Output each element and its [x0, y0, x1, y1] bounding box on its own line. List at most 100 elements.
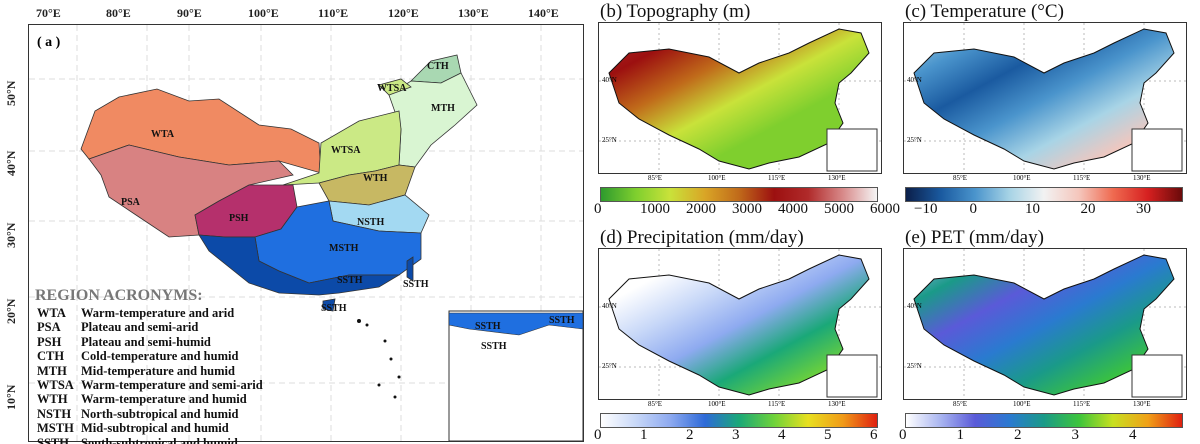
lon-tick-label: 115°E	[768, 174, 786, 182]
legend-item: WTA Warm-temperature and arid	[37, 306, 263, 320]
legend-desc: Warm-temperature and humid	[81, 392, 247, 407]
legend-item: WTH Warm-temperature and humid	[37, 392, 263, 406]
lat-tick-label: 25°N	[602, 362, 617, 370]
colorbar-tick-label: 30	[1136, 201, 1151, 217]
colorbar-segment	[975, 188, 1010, 201]
lon-tick-label: 100°E	[708, 400, 726, 408]
inset-box	[1131, 128, 1183, 172]
lon-tick-label: 115°E	[1073, 400, 1091, 408]
lat-tick-label: 40°N	[907, 76, 922, 84]
lat-tick-label: 20°N	[4, 298, 18, 324]
colorbar-tick-label: 6000	[870, 201, 900, 217]
lon-tick-label: 85°E	[648, 174, 663, 182]
legend-title: REGION ACRONYMS:	[35, 287, 203, 304]
colorbar-segment	[906, 188, 941, 201]
colorbar-segment	[635, 188, 670, 201]
lon-tick-label: 110°E	[318, 6, 349, 20]
panel-title: (b) Topography (m)	[600, 1, 751, 22]
colorbar-tick-label: 4000	[778, 201, 808, 217]
lat-tick-label: 25°N	[907, 136, 922, 144]
region-legend: WTA Warm-temperature and arid PSA Plateau a…	[37, 306, 263, 444]
china-outline	[913, 254, 1175, 396]
map-field	[599, 23, 881, 173]
legend-desc: South-subtropical and humid	[81, 435, 238, 444]
panel-title: (d) Precipitation (mm/day)	[600, 227, 804, 248]
inset-box	[826, 128, 878, 172]
lon-tick-label: 115°E	[1073, 174, 1091, 182]
svg-text:MTH: MTH	[431, 103, 455, 114]
lat-tick-label: 30°N	[4, 222, 18, 248]
colorbar-segment	[842, 414, 877, 427]
panel-a-label: ( a )	[37, 35, 61, 50]
legend-desc: Cold-temperature and humid	[81, 349, 239, 364]
panel-title: (e) PET (mm/day)	[905, 227, 1044, 248]
legend-item: PSA Plateau and semi-arid	[37, 320, 263, 334]
legend-item: MSTH Mid-subtropical and humid	[37, 421, 263, 435]
lon-tick-label: 115°E	[768, 400, 786, 408]
lon-tick-label: 130°E	[1133, 174, 1151, 182]
lon-tick-label: 120°E	[388, 6, 419, 20]
lon-tick-label: 140°E	[528, 6, 559, 20]
inset-box	[826, 354, 878, 398]
legend-item: MTH Mid-temperature and humid	[37, 364, 263, 378]
legend-code: MSTH	[37, 421, 74, 436]
panel-title: (c) Temperature (°C)	[905, 1, 1064, 22]
panel-map-d	[598, 248, 882, 400]
china-outline	[608, 28, 870, 170]
colorbar-tick-label: 2000	[686, 201, 716, 217]
lon-tick-label: 130°E	[828, 174, 846, 182]
colorbar-tick-label: 3	[1071, 427, 1080, 443]
colorbar-tick-label: 10	[1025, 201, 1040, 217]
svg-text:WTH: WTH	[363, 173, 388, 184]
china-outline	[913, 28, 1175, 170]
lon-tick-label: 70°E	[36, 6, 61, 20]
colorbar-segment	[704, 414, 739, 427]
legend-desc: Mid-subtropical and humid	[81, 421, 229, 436]
svg-text:PSA: PSA	[121, 197, 141, 208]
lat-tick-label: 40°N	[4, 150, 18, 176]
colorbar-segment	[773, 414, 808, 427]
legend-desc: Warm-temperature and semi-arid	[81, 378, 263, 393]
inset-box	[1131, 354, 1183, 398]
colorbar	[905, 413, 1183, 428]
legend-item: CTH Cold-temperature and humid	[37, 349, 263, 363]
lon-tick-label: 100°E	[708, 174, 726, 182]
legend-desc: Plateau and semi-humid	[81, 334, 211, 349]
colorbar	[600, 413, 878, 428]
lon-tick-label: 100°E	[1013, 174, 1031, 182]
svg-text:WTSA: WTSA	[331, 145, 361, 156]
legend-code: SSTH	[37, 435, 69, 444]
colorbar-tick-label: 1	[640, 427, 648, 443]
lat-tick-label: 40°N	[907, 302, 922, 310]
colorbar-tick-label: 20	[1080, 201, 1096, 217]
island-hainan	[322, 298, 336, 312]
colorbar-tick-label: 2	[1014, 427, 1022, 443]
colorbar-segment	[1113, 414, 1148, 427]
colorbar-segment	[975, 414, 1010, 427]
colorbar-segment	[739, 414, 774, 427]
svg-text:SSTH: SSTH	[481, 341, 507, 352]
lon-tick-label: 80°E	[106, 6, 131, 20]
region-ssth	[198, 234, 401, 296]
colorbar-segment	[635, 414, 670, 427]
lat-tick-label: 40°N	[602, 76, 617, 84]
colorbar-tick-label: −10	[914, 201, 938, 217]
colorbar-segment	[1147, 188, 1182, 201]
svg-text:SSTH: SSTH	[321, 303, 347, 314]
lat-tick-label: 50°N	[4, 80, 18, 106]
legend-code: NSTH	[37, 406, 72, 421]
colorbar-tick-label: 3	[732, 427, 740, 443]
svg-text:SSTH: SSTH	[549, 315, 575, 326]
panel-a: CTH WTSA MTH WTA WTSA WTH PSA PSH NSTH MSTH SST…	[28, 24, 584, 444]
colorbar-segment	[670, 414, 705, 427]
legend-item: PSH Plateau and semi-humid	[37, 335, 263, 349]
svg-text:CTH: CTH	[427, 61, 449, 72]
legend-desc: Plateau and semi-arid	[81, 320, 199, 335]
legend-code: WTH	[37, 392, 68, 407]
legend-desc: Mid-temperature and humid	[81, 363, 235, 378]
colorbar-segment	[1078, 188, 1113, 201]
colorbar	[905, 187, 1183, 202]
colorbar-segment	[1078, 414, 1113, 427]
legend-item: SSTH South-subtropical and humid	[37, 436, 263, 444]
